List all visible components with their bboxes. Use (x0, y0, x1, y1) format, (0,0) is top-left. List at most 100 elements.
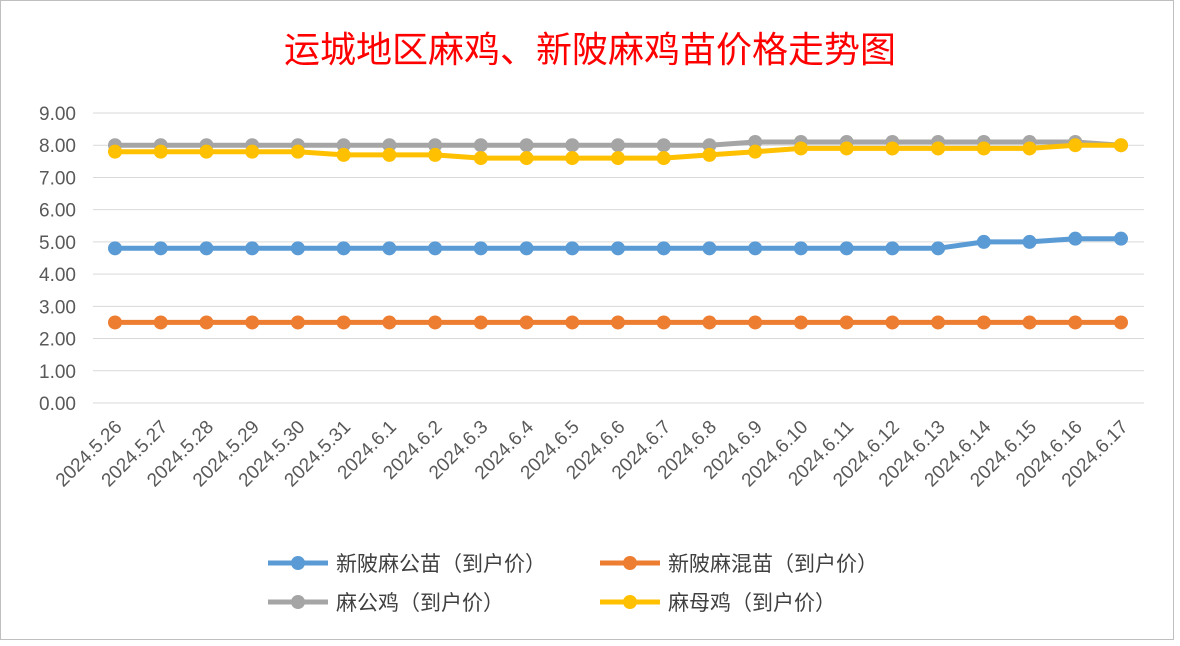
legend: 新陂麻公苗（到户价） 新陂麻混苗（到户价） 麻公鸡（到户价） 麻母鸡（到户价） (268, 552, 878, 615)
data-point (931, 241, 946, 256)
legend-marker (291, 556, 305, 570)
data-point (611, 151, 625, 166)
data-point (1114, 315, 1128, 330)
series-4 (108, 138, 1128, 166)
data-point (108, 144, 122, 159)
data-point (245, 241, 260, 256)
data-point (382, 138, 397, 153)
data-point (473, 151, 488, 166)
data-point (519, 138, 534, 153)
data-point (153, 315, 168, 330)
chart-title: 运城地区麻鸡、新陂麻鸡苗价格走势图 (284, 30, 896, 71)
data-point (199, 144, 214, 159)
data-point (245, 144, 260, 159)
legend-item: 新陂麻混苗（到户价） (600, 552, 878, 576)
data-point (611, 241, 625, 256)
data-point (336, 241, 351, 256)
data-point (153, 144, 168, 159)
data-point (382, 241, 397, 256)
y-tick-label: 6.00 (39, 201, 76, 222)
data-point (611, 138, 625, 153)
data-point (885, 241, 900, 256)
data-point (702, 147, 717, 162)
legend-marker (623, 595, 637, 609)
y-tick-label: 1.00 (39, 362, 76, 383)
data-point (199, 315, 214, 330)
y-tick-label: 7.00 (39, 168, 76, 189)
y-tick-label: 0.00 (39, 394, 76, 415)
data-point (1068, 138, 1083, 153)
data-point (290, 144, 305, 159)
data-point (702, 138, 717, 153)
legend-label: 新陂麻混苗（到户价） (668, 552, 878, 576)
y-tick-label: 2.00 (39, 330, 76, 351)
data-point (519, 315, 534, 330)
data-point (199, 241, 214, 256)
data-point (1022, 315, 1037, 330)
data-point (748, 144, 763, 159)
data-point (656, 138, 671, 153)
data-point (519, 151, 534, 166)
data-point (1068, 231, 1083, 246)
data-point (153, 241, 168, 256)
series-2 (108, 315, 1128, 330)
series-group (108, 135, 1128, 330)
legend-marker (623, 556, 637, 570)
y-tick-label: 3.00 (39, 297, 76, 318)
data-point (748, 241, 763, 256)
data-point (1068, 315, 1083, 330)
x-axis: 2024.5.262024.5.272024.5.282024.5.292024… (52, 416, 1133, 491)
data-point (702, 315, 717, 330)
data-point (839, 241, 854, 256)
data-point (839, 141, 854, 156)
data-point (428, 315, 443, 330)
data-point (656, 241, 671, 256)
data-point (336, 138, 351, 153)
legend-item: 麻公鸡（到户价） (268, 591, 504, 615)
data-point (565, 138, 580, 153)
data-point (931, 141, 946, 156)
data-point (290, 315, 305, 330)
y-tick-label: 9.00 (39, 104, 76, 125)
legend-marker (291, 595, 305, 609)
data-point (336, 315, 351, 330)
y-tick-label: 5.00 (39, 233, 76, 254)
data-point (290, 241, 305, 256)
data-point (1022, 234, 1037, 249)
data-point (656, 315, 671, 330)
data-point (428, 138, 443, 153)
data-point (473, 241, 488, 256)
data-point (976, 141, 991, 156)
data-point (565, 315, 580, 330)
legend-label: 麻公鸡（到户价） (336, 591, 504, 615)
y-tick-label: 8.00 (39, 136, 76, 157)
series-1 (108, 231, 1128, 256)
legend-item: 新陂麻公苗（到户价） (268, 552, 546, 576)
data-point (473, 315, 488, 330)
data-point (1022, 141, 1037, 156)
data-point (108, 315, 122, 330)
data-point (748, 135, 763, 149)
data-point (931, 315, 946, 330)
data-point (245, 315, 260, 330)
data-point (885, 141, 900, 156)
data-point (382, 315, 397, 330)
data-point (473, 138, 488, 153)
data-point (885, 315, 900, 330)
data-point (336, 147, 351, 162)
data-point (793, 141, 808, 156)
legend-label: 麻母鸡（到户价） (668, 591, 836, 615)
data-point (793, 241, 808, 256)
data-point (1114, 231, 1128, 246)
data-point (976, 234, 991, 249)
data-point (519, 241, 534, 256)
data-point (702, 241, 717, 256)
data-point (656, 151, 671, 166)
data-point (1114, 138, 1128, 153)
data-point (428, 147, 443, 162)
legend-item: 麻母鸡（到户价） (600, 591, 836, 615)
data-point (611, 315, 625, 330)
data-point (428, 241, 443, 256)
data-point (108, 241, 122, 256)
